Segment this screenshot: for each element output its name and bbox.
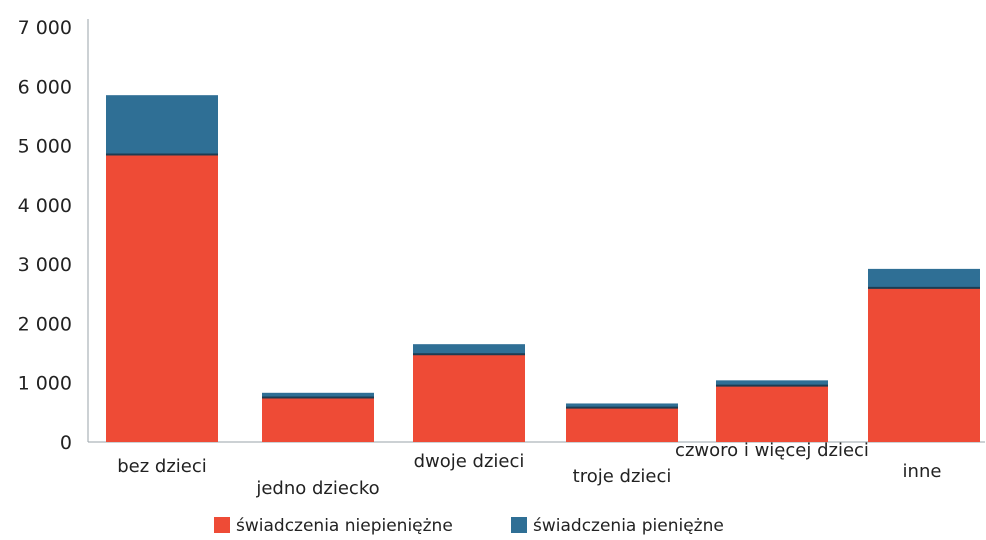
x-category-label: czworo i więcej dzieci [675,440,869,461]
axes: 0 1 000 2 000 3 000 4 000 5 000 6 000 7 000 [18,17,985,454]
bar-segment-pieniezne [106,95,218,155]
y-tick-label: 6 000 [18,76,72,98]
bar-segment-pieniezne [262,392,374,398]
y-tick-label: 5 000 [18,136,72,158]
bar-segment-pieniezne [868,268,980,288]
bar-segment-niepieniezne [106,154,218,442]
x-category-label: inne [903,461,942,482]
category-labels: bez dzieci jedno dziecko dwoje dzieci troje… [117,440,941,499]
bar-segment-niepieniezne [868,287,980,442]
bar-segment-niepieniezne [262,397,374,442]
legend-swatch [214,517,230,533]
y-tick-label: 7 000 [18,17,72,39]
y-tick-label: 2 000 [18,313,72,335]
x-category-label: troje dzieci [573,466,672,487]
x-category-label: jedno dziecko [255,478,379,499]
bar-segment-niepieniezne [716,385,828,442]
x-category-label: bez dzieci [117,456,207,477]
legend-label: świadczenia niepieniężne [236,516,453,536]
legend: świadczenia niepieniężne świadczenia pien… [214,516,724,536]
bars [106,95,980,442]
bar-segment-pieniezne [413,344,525,355]
bar-segment-pieniezne [566,403,678,408]
x-category-label: dwoje dzieci [414,451,525,472]
y-tick-label: 0 [60,432,72,454]
legend-label: świadczenia pieniężne [533,516,724,536]
bar-segment-niepieniezne [566,407,678,442]
y-tick-label: 3 000 [18,254,72,276]
legend-swatch [511,517,527,533]
bar-segment-pieniezne [716,380,828,386]
y-tick-label: 1 000 [18,373,72,395]
y-tick-label: 4 000 [18,195,72,217]
bar-segment-niepieniezne [413,354,525,442]
